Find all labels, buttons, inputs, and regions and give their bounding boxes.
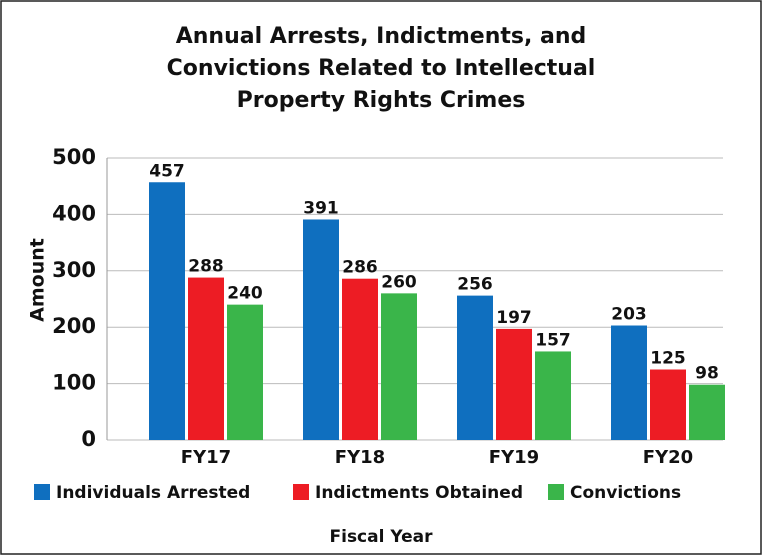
value-label: 286: [342, 258, 378, 278]
value-label: 288: [188, 257, 224, 277]
y-tick-label: 200: [52, 314, 96, 338]
chart-title: Annual Arrests, Indictments, and: [176, 24, 587, 49]
value-label: 256: [457, 275, 493, 295]
bar: [149, 182, 185, 440]
legend-swatch: [34, 484, 50, 500]
bar: [611, 325, 647, 440]
value-label: 125: [650, 349, 686, 369]
y-tick-label: 100: [52, 371, 96, 395]
value-label: 98: [695, 364, 719, 384]
value-label: 157: [535, 330, 571, 350]
legend-label: Indictments Obtained: [315, 483, 523, 503]
value-label: 197: [496, 308, 532, 328]
y-tick-label: 400: [52, 201, 96, 225]
legend-label: Convictions: [570, 483, 681, 503]
x-tick-label: FY19: [489, 447, 539, 468]
y-axis-title: Amount: [27, 238, 49, 322]
legend-swatch: [293, 484, 309, 500]
value-label: 240: [227, 284, 263, 304]
x-axis-title: Fiscal Year: [330, 527, 434, 547]
chart-title: Convictions Related to Intellectual: [167, 56, 596, 81]
value-label: 203: [611, 305, 647, 325]
value-label: 260: [381, 272, 417, 292]
x-tick-label: FY17: [181, 447, 231, 468]
y-tick-label: 0: [81, 427, 96, 451]
x-tick-label: FY20: [643, 447, 693, 468]
bar: [457, 295, 493, 440]
bar: [689, 384, 725, 440]
bar: [650, 369, 686, 440]
bar: [227, 304, 263, 440]
bar: [496, 328, 532, 440]
x-tick-label: FY18: [335, 447, 385, 468]
value-label: 391: [303, 198, 339, 218]
bar: [535, 351, 571, 440]
bar: [381, 293, 417, 440]
value-label: 457: [149, 161, 185, 181]
chart-title: Property Rights Crimes: [237, 88, 526, 113]
legend-label: Individuals Arrested: [56, 483, 250, 503]
bar: [303, 219, 339, 440]
bar: [342, 278, 378, 440]
bar: [188, 277, 224, 440]
y-tick-label: 500: [52, 145, 96, 169]
y-tick-label: 300: [52, 258, 96, 282]
legend-swatch: [548, 484, 564, 500]
